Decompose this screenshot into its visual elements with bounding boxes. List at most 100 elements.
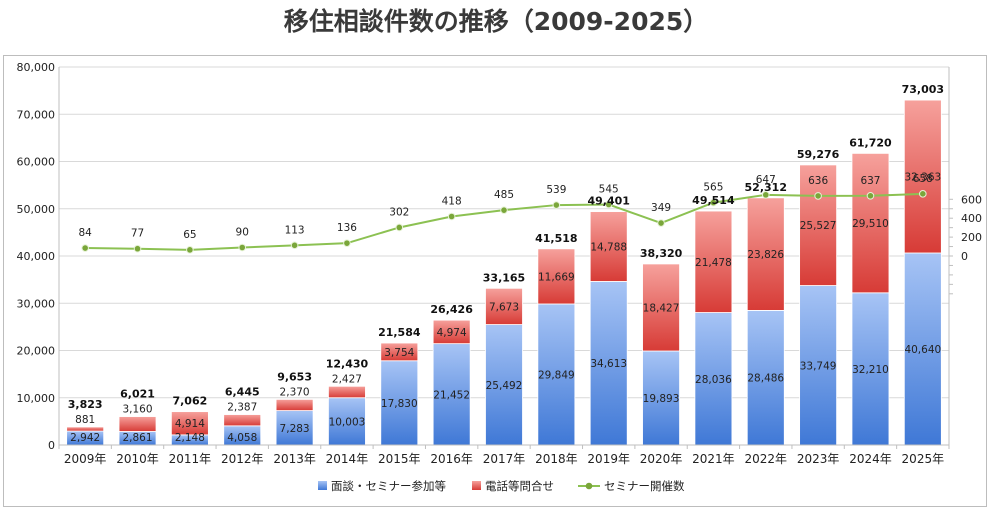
x-tick-label: 2013年 bbox=[273, 452, 316, 466]
data-label-meeting: 2,861 bbox=[122, 432, 152, 444]
data-label-total: 52,312 bbox=[745, 181, 787, 194]
legend: 面談・セミナー参加等 電話等問合せ セミナー開催数 bbox=[318, 479, 685, 493]
legend-label-seminar: セミナー開催数 bbox=[604, 479, 685, 493]
data-label-seminar: 136 bbox=[337, 222, 357, 234]
data-label-meeting: 32,210 bbox=[852, 364, 889, 376]
data-label-seminar: 637 bbox=[860, 175, 880, 187]
seminar-count-point bbox=[81, 244, 89, 252]
seminar-count-point bbox=[395, 223, 404, 232]
data-label-phone: 14,788 bbox=[590, 242, 627, 254]
x-tick-label: 2012年 bbox=[221, 452, 264, 466]
bar-segment-phone bbox=[694, 210, 733, 313]
data-label-seminar: 539 bbox=[546, 184, 566, 196]
chart-title: 移住相談件数の推移（2009-2025） bbox=[283, 7, 709, 36]
y2-tick-label: 400 bbox=[961, 212, 982, 225]
seminar-count-point bbox=[500, 206, 508, 214]
legend-swatch-meeting bbox=[318, 481, 327, 490]
x-tick-label: 2011年 bbox=[169, 452, 212, 466]
data-label-seminar: 636 bbox=[808, 175, 828, 187]
data-label-phone: 3,754 bbox=[384, 347, 414, 359]
bar-segment-phone bbox=[170, 411, 209, 436]
x-tick-label: 2020年 bbox=[640, 452, 683, 466]
y-tick-label: 10,000 bbox=[17, 392, 56, 405]
data-label-meeting: 4,058 bbox=[227, 432, 257, 444]
data-label-phone: 2,427 bbox=[332, 373, 362, 385]
data-label-seminar: 113 bbox=[285, 224, 305, 236]
data-label-seminar: 565 bbox=[703, 182, 723, 194]
data-label-total: 9,653 bbox=[277, 370, 312, 383]
data-label-phone: 2,387 bbox=[227, 402, 257, 414]
data-label-total: 49,514 bbox=[692, 194, 735, 207]
data-label-total: 61,720 bbox=[849, 136, 892, 149]
data-label-phone: 25,527 bbox=[800, 220, 837, 232]
bar-segment-phone bbox=[746, 197, 785, 311]
bar-segment-phone bbox=[589, 211, 628, 282]
data-label-meeting: 2,942 bbox=[70, 432, 100, 444]
legend-marker-seminar bbox=[585, 482, 593, 490]
axes-group: 0 10,000 20,000 30,000 40,000 50,000 60,000 70,… bbox=[17, 61, 983, 466]
seminar-count-point bbox=[186, 246, 194, 254]
bars-group bbox=[66, 99, 942, 446]
bar-segment-phone bbox=[275, 398, 314, 411]
y2-tick-label: 600 bbox=[961, 193, 982, 206]
data-label-meeting: 19,893 bbox=[643, 393, 680, 405]
chart-frame: 0 10,000 20,000 30,000 40,000 50,000 60,000 70,… bbox=[3, 55, 987, 507]
data-label-phone: 18,427 bbox=[643, 302, 680, 314]
bar-segment-meeting bbox=[694, 312, 733, 446]
data-label-meeting: 34,613 bbox=[590, 358, 627, 370]
y-tick-label: 40,000 bbox=[17, 250, 56, 263]
bar-segment-phone bbox=[799, 164, 838, 286]
data-label-total: 12,430 bbox=[326, 357, 369, 370]
bar-segment-phone bbox=[223, 414, 262, 427]
bar-segment-phone bbox=[851, 152, 890, 294]
data-label-total: 49,401 bbox=[587, 195, 629, 208]
data-label-total: 59,276 bbox=[797, 148, 840, 161]
bar-segment-phone bbox=[432, 319, 471, 345]
x-tick-label: 2021年 bbox=[692, 452, 735, 466]
data-label-total: 7,062 bbox=[172, 395, 207, 408]
x-tick-label: 2024年 bbox=[849, 452, 892, 466]
y-tick-label: 70,000 bbox=[17, 108, 56, 121]
seminar-count-point bbox=[133, 244, 142, 253]
seminar-count-line bbox=[85, 192, 923, 251]
data-label-phone: 4,974 bbox=[437, 327, 467, 339]
data-label-meeting: 28,486 bbox=[747, 373, 784, 385]
data-label-phone: 881 bbox=[75, 414, 95, 426]
data-label-phone: 2,370 bbox=[280, 386, 310, 398]
data-label-phone: 11,669 bbox=[538, 271, 575, 283]
data-label-total: 41,518 bbox=[535, 232, 577, 245]
chart-svg: 0 10,000 20,000 30,000 40,000 50,000 60,000 70,… bbox=[17, 61, 983, 493]
bar-segment-phone bbox=[903, 99, 942, 254]
seminar-count-point bbox=[290, 241, 299, 250]
bar-segment-phone bbox=[537, 248, 576, 305]
bar-segment-phone bbox=[485, 287, 523, 325]
bar-segment-meeting bbox=[432, 343, 471, 446]
data-label-total: 3,823 bbox=[68, 398, 103, 411]
x-tick-label: 2018年 bbox=[535, 452, 578, 466]
y-tick-label: 20,000 bbox=[17, 345, 56, 358]
data-labels-group: 2,942 881 3,823 2,861 3,160 6,021 2,148 4,914 7,… bbox=[68, 83, 944, 444]
seminar-count-point bbox=[866, 192, 875, 200]
seminar-count-point bbox=[919, 190, 927, 198]
data-label-seminar: 65 bbox=[183, 229, 196, 241]
seminar-count-point bbox=[604, 200, 613, 209]
data-label-seminar: 485 bbox=[494, 189, 514, 201]
seminar-count-point bbox=[814, 192, 822, 200]
data-label-total: 73,003 bbox=[902, 83, 944, 96]
data-label-seminar: 545 bbox=[599, 183, 619, 195]
data-label-meeting: 7,283 bbox=[280, 423, 310, 435]
bar-segment-meeting bbox=[275, 410, 314, 446]
data-label-phone: 3,160 bbox=[122, 404, 152, 416]
data-label-total: 21,584 bbox=[378, 326, 421, 339]
y-tick-label: 50,000 bbox=[17, 203, 56, 216]
data-label-meeting: 10,003 bbox=[329, 416, 366, 428]
data-label-phone: 29,510 bbox=[852, 218, 889, 230]
x-tick-label: 2022年 bbox=[744, 452, 787, 466]
bar-segment-meeting bbox=[851, 292, 890, 446]
seminar-count-point bbox=[447, 212, 456, 221]
data-label-total: 33,165 bbox=[483, 271, 525, 284]
data-label-total: 6,021 bbox=[120, 388, 155, 401]
data-label-seminar: 418 bbox=[442, 195, 462, 207]
data-label-phone: 21,478 bbox=[695, 257, 732, 269]
y-tick-label: 0 bbox=[48, 439, 55, 452]
